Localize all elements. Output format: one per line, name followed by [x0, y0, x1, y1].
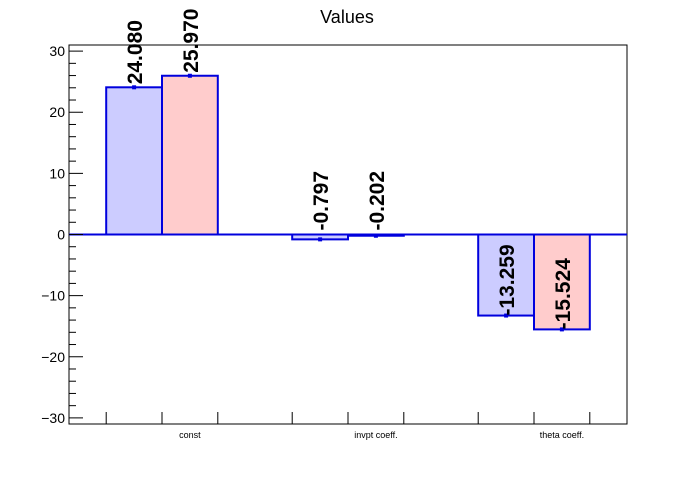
bar-series2-1 — [161, 74, 219, 236]
data-label: -15.524 — [552, 258, 575, 330]
data-label: -0.202 — [366, 171, 389, 231]
data-label: -0.797 — [310, 171, 333, 231]
chart-title: Values — [320, 7, 374, 27]
y-tick-label: 0 — [57, 227, 65, 243]
y-tick-label: 20 — [49, 104, 65, 120]
y-tick-label: −10 — [41, 288, 65, 304]
data-labels-layer: 24.080 -0.797 -13.259 25.970 -0.202 -15.524 — [124, 9, 575, 330]
y-tick-label: 10 — [49, 165, 65, 181]
data-label: -13.259 — [496, 244, 519, 315]
bars-layer — [105, 73, 591, 332]
y-tick-label: −30 — [41, 410, 65, 426]
axes-layer: −30 −20 −10 0 10 20 30 const invpt coeff. theta c… — [41, 43, 628, 440]
x-tick-label: invpt coeff. — [354, 430, 397, 440]
bar-series2-3 — [533, 233, 591, 331]
x-tick-label: const — [179, 430, 201, 440]
bar-series1-1 — [105, 86, 163, 236]
data-label: 25.970 — [180, 9, 203, 73]
bar-series1-3 — [477, 233, 536, 317]
x-tick-label: theta coeff. — [540, 430, 584, 440]
y-tick-label: 30 — [49, 43, 65, 59]
data-label: 24.080 — [124, 20, 147, 84]
y-tick-label: −20 — [41, 349, 65, 365]
